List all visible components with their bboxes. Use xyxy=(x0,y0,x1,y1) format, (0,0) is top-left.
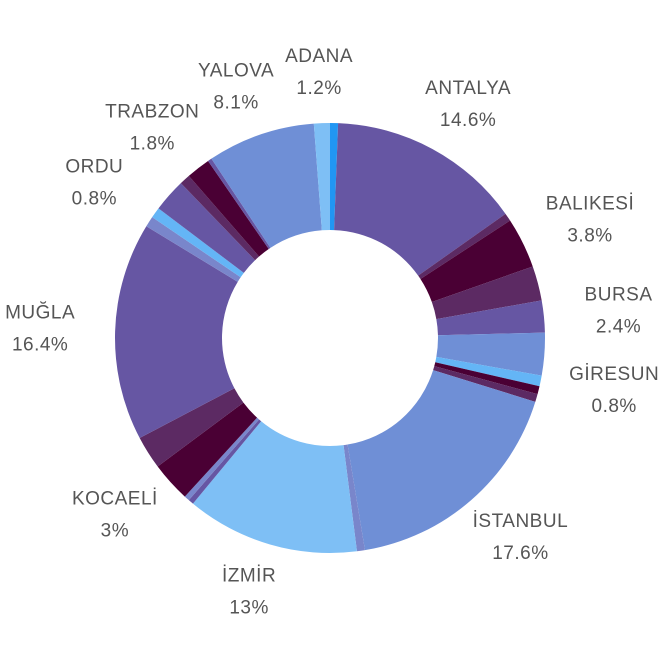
donut-slice xyxy=(211,123,322,248)
donut-slice xyxy=(188,160,269,257)
donut-slice xyxy=(158,183,256,273)
slice-value-label: 2.4% xyxy=(596,316,641,337)
slice-label: GİRESUN xyxy=(569,364,659,385)
donut-slice xyxy=(139,388,244,467)
slice-value-label: 0.8% xyxy=(72,189,117,210)
slice-label: YALOVA xyxy=(198,60,274,81)
donut-slice xyxy=(188,419,262,504)
slice-value-label: 3% xyxy=(101,521,129,542)
donut-slice xyxy=(330,123,339,231)
slice-label: İZMİR xyxy=(222,565,276,586)
slice-label: BALIKESİ xyxy=(546,194,635,215)
donut-slice xyxy=(114,226,238,439)
donut-slice xyxy=(435,356,542,387)
donut-slice xyxy=(343,444,365,552)
donut-slice xyxy=(184,417,260,501)
slice-value-label: 0.8% xyxy=(592,396,637,417)
slice-label: KOCAELİ xyxy=(72,489,158,510)
donut-slice xyxy=(418,213,511,279)
donut-slice xyxy=(146,217,241,282)
donut-slice xyxy=(431,266,542,320)
slice-label: ANTALYA xyxy=(425,78,511,99)
donut-slice xyxy=(436,300,545,336)
slice-label: TRABZON xyxy=(105,102,199,123)
slice-value-label: 8.1% xyxy=(213,92,258,113)
donut-slice xyxy=(347,370,536,551)
slice-label: ADANA xyxy=(285,46,353,67)
donut-slice xyxy=(192,421,357,554)
slice-value-label: 16.4% xyxy=(12,335,68,356)
slice-label: BURSA xyxy=(585,284,653,305)
donut-slice xyxy=(334,123,506,276)
donut-slice xyxy=(208,158,271,250)
donut-slice xyxy=(152,208,244,278)
donut-slice xyxy=(434,362,540,395)
donut-slice xyxy=(433,366,538,402)
slice-value-label: 3.8% xyxy=(567,226,612,247)
slice-label: ORDU xyxy=(65,157,123,178)
donut-slice xyxy=(157,402,258,497)
slice-value-label: 13% xyxy=(229,597,269,618)
slice-value-label: 17.6% xyxy=(492,543,548,564)
donut-slice xyxy=(313,123,330,231)
donut-slice xyxy=(180,175,260,261)
slice-value-label: 14.6% xyxy=(440,110,496,131)
slice-value-label: 1.8% xyxy=(130,134,175,155)
donut-slice xyxy=(420,220,533,303)
slice-label: MUĞLA xyxy=(5,302,75,324)
donut-slice xyxy=(436,332,545,376)
slice-label: İSTANBUL xyxy=(473,511,569,532)
slice-value-label: 1.2% xyxy=(296,78,341,99)
